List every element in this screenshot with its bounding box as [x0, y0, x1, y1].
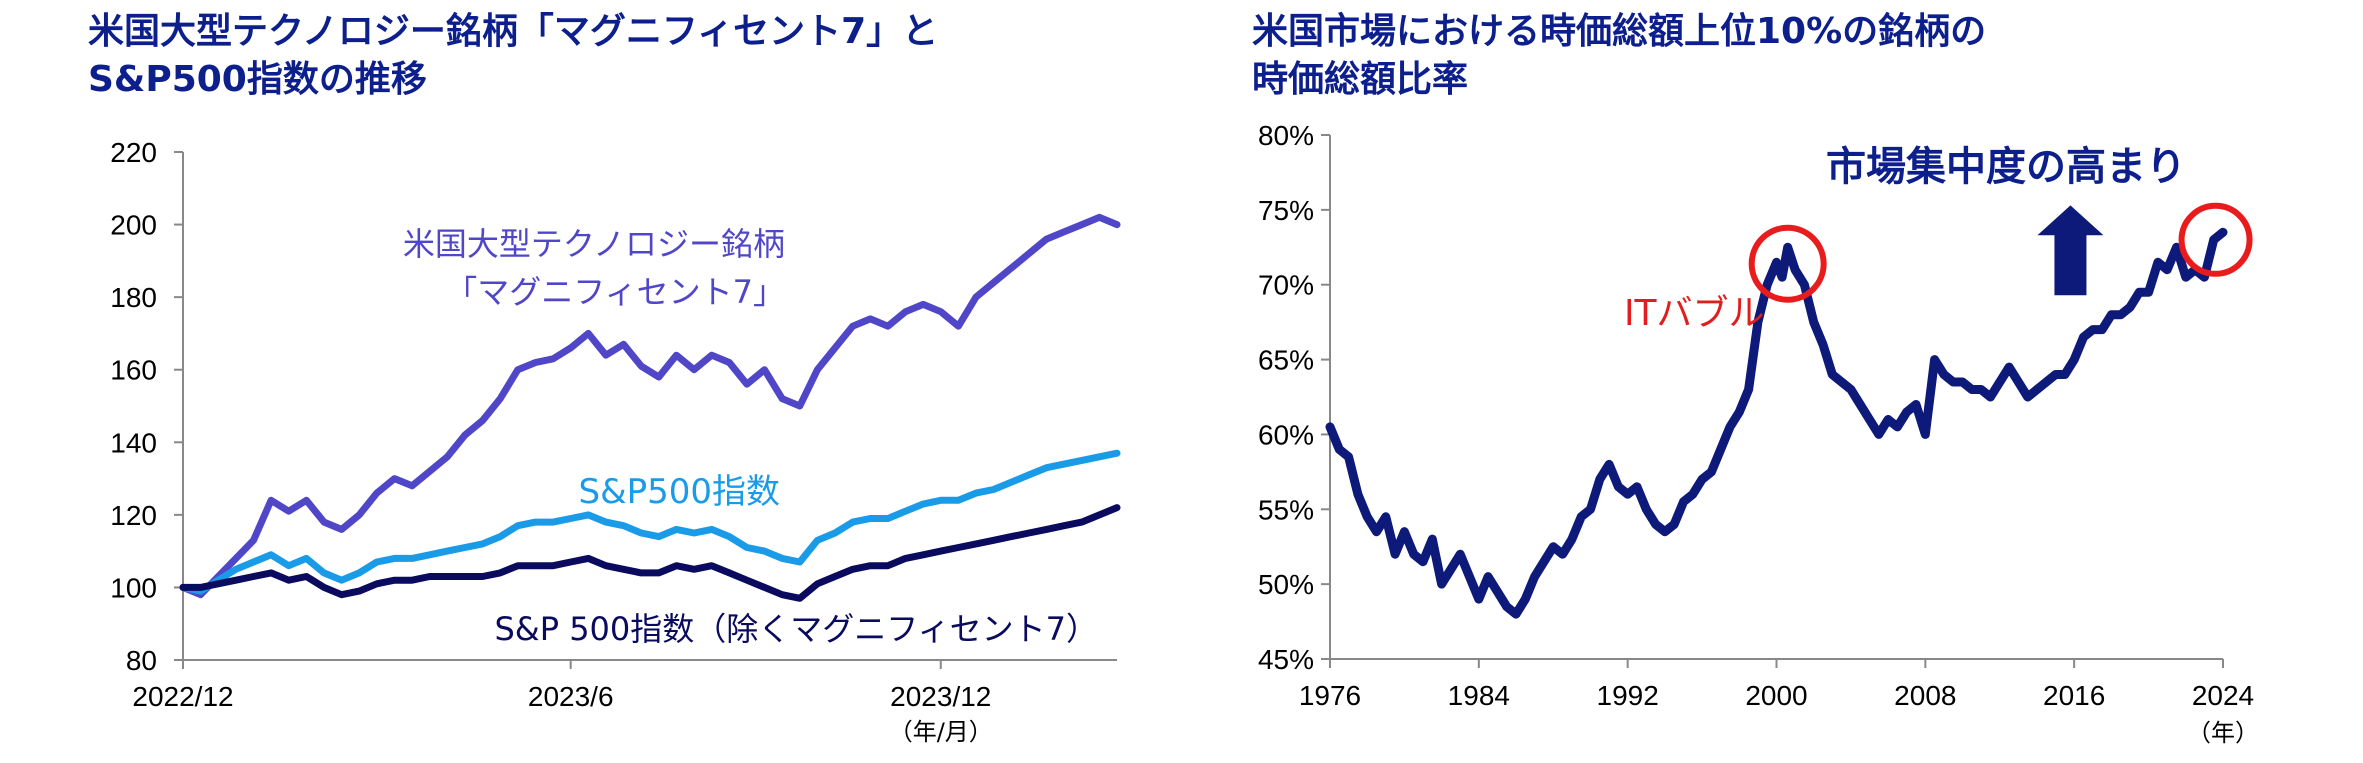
series-line-2: [179, 449, 1121, 595]
y-tick-label: 65%: [1258, 345, 1314, 376]
x-tick-label: 2008: [1894, 680, 1956, 711]
y-tick-label: 80%: [1258, 120, 1314, 151]
series-label-magnificent7-line2: 「マグニフィセント7」: [445, 273, 785, 311]
right-chart-title-line-1: 米国市場における時価総額上位10%の銘柄の: [1252, 11, 1987, 52]
series-label-magnificent7-line1: 米国大型テクノロジー銘柄: [403, 225, 785, 263]
y-tick-label: 45%: [1258, 644, 1314, 675]
right-chart-title-line-2: 時価総額比率: [1252, 59, 1469, 100]
left-chart-title: 米国大型テクノロジー銘柄「マグニフィセント7」と S&P500指数の推移: [88, 8, 938, 104]
left-chart-title-line-1: 米国大型テクノロジー銘柄「マグニフィセント7」と: [88, 11, 939, 52]
x-axis-unit: （年/月）: [889, 718, 993, 746]
left-chart-title-line-2: S&P500指数の推移: [88, 59, 427, 100]
series-label-sp500: S&P500指数: [579, 472, 781, 512]
y-tick-label: 100: [110, 572, 157, 603]
it-bubble-label: ITバブル: [1624, 293, 1765, 334]
series-line-1: [179, 213, 1121, 599]
y-tick-label: 180: [110, 282, 157, 313]
right-line-chart: 45% 50% 55% 60% 65% 70% 75% 80% 1976 1984 1992 2000…: [1258, 120, 2259, 747]
y-tick-label: 220: [110, 137, 157, 168]
series-label-sp500-ex-m7: S&P 500指数（除くマグニフィセント7）: [494, 610, 1098, 648]
y-tick-label: 55%: [1258, 494, 1314, 525]
y-tick-label: 70%: [1258, 270, 1314, 301]
x-tick-label: 2016: [2043, 680, 2105, 711]
y-tick-label: 75%: [1258, 195, 1314, 226]
y-tick-label: 140: [110, 427, 157, 458]
x-tick-label: 2023/6: [528, 681, 614, 712]
x-tick-label: 1992: [1597, 680, 1659, 711]
y-tick-label: 200: [110, 210, 157, 241]
y-tick-label: 60%: [1258, 419, 1314, 450]
x-axis-unit: （年）: [2187, 719, 2259, 747]
x-tick-label: 2024: [2192, 680, 2254, 711]
y-tick-label: 80: [126, 645, 157, 676]
series-line-top10-share: [1325, 227, 2228, 619]
right-chart-title: 米国市場における時価総額上位10%の銘柄の 時価総額比率: [1252, 8, 1986, 104]
x-tick-label: 1976: [1299, 680, 1361, 711]
up-arrow-icon: [2037, 205, 2104, 296]
x-tick-label: 1984: [1448, 680, 1510, 711]
concentration-label: 市場集中度の高まり: [1826, 144, 2186, 190]
y-tick-label: 160: [110, 355, 157, 386]
left-line-chart: 80 100 120 140 160 180 200 220 2022/12 2023/6 2023…: [110, 137, 1121, 746]
x-tick-label: 2023/12: [890, 681, 991, 712]
recent-peak-highlight-circle: [2178, 202, 2253, 277]
y-tick-label: 120: [110, 500, 157, 531]
x-tick-label: 2022/12: [132, 681, 233, 712]
it-bubble-highlight-circle: [1748, 224, 1827, 303]
x-tick-label: 2000: [1745, 680, 1807, 711]
series-line-3: [179, 504, 1121, 602]
y-tick-label: 50%: [1258, 569, 1314, 600]
